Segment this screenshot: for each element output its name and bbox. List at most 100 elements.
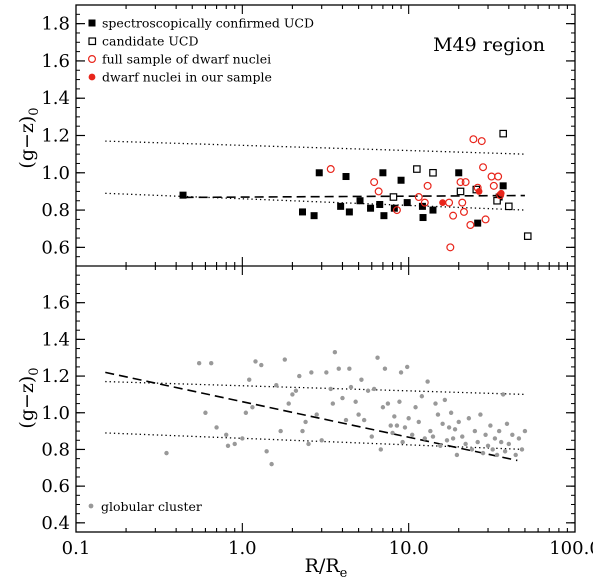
globular-cluster-point xyxy=(466,416,472,421)
globular-cluster-point xyxy=(435,412,441,417)
globular-cluster-point xyxy=(390,430,395,436)
globular-cluster-point xyxy=(488,423,493,428)
bottom-y-tick-label: 1.2 xyxy=(41,366,70,387)
globular-cluster-point xyxy=(519,447,525,452)
legend-marker-our-dwarf-nuclei xyxy=(88,73,96,81)
globular-cluster-point xyxy=(303,419,308,425)
globular-cluster-point xyxy=(314,412,319,417)
globular-cluster-point xyxy=(319,438,324,443)
bottom-dashed-line xyxy=(105,371,518,462)
top-dotted-line xyxy=(105,192,525,211)
globular-cluster-point xyxy=(450,436,456,441)
globular-cluster-point xyxy=(330,401,336,406)
top-y-tick-label: 1.2 xyxy=(41,126,70,147)
globular-cluster-point xyxy=(253,359,258,364)
globular-cluster-point xyxy=(214,425,219,430)
globular-cluster-point xyxy=(516,436,522,441)
globular-cluster-point xyxy=(347,366,352,371)
globular-cluster-point xyxy=(380,405,386,410)
dwarf-nuclei-in-our-sample-point xyxy=(497,189,505,197)
globular-cluster-point xyxy=(502,449,508,454)
bottom-y-tick-label: 0.4 xyxy=(41,513,70,534)
globular-cluster-point xyxy=(293,388,299,393)
full-sample-of-dwarf-nuclei-point xyxy=(477,137,486,146)
spectroscopically-confirmed-ucd-point xyxy=(299,208,307,216)
globular-cluster-point xyxy=(371,386,377,392)
globular-cluster-point xyxy=(433,401,438,406)
globular-cluster-point xyxy=(309,370,314,375)
spectroscopically-confirmed-ucd-point xyxy=(455,169,463,177)
spectroscopically-confirmed-ucd-point xyxy=(315,169,323,177)
globular-cluster-point xyxy=(332,350,338,355)
candidate-ucd-point xyxy=(523,232,532,240)
spectroscopically-confirmed-ucd-point xyxy=(380,212,388,220)
globular-cluster-point xyxy=(297,373,302,379)
spectroscopically-confirmed-ucd-point xyxy=(474,219,482,227)
globular-cluster-point xyxy=(286,401,291,406)
globular-cluster-point xyxy=(388,423,393,428)
bottom-legend: globular cluster xyxy=(88,499,202,514)
top-dotted-line xyxy=(105,140,525,155)
globular-cluster-point xyxy=(483,432,488,437)
globular-cluster-point xyxy=(240,436,245,441)
globular-cluster-point xyxy=(324,370,329,375)
panels-frame xyxy=(75,4,576,533)
globular-cluster-point xyxy=(278,428,283,434)
globular-cluster-point xyxy=(259,362,264,368)
candidate-ucd-point xyxy=(429,168,437,177)
globular-cluster-point xyxy=(282,357,287,362)
full-sample-of-dwarf-nuclei-point xyxy=(489,181,498,190)
bottom-series-globular-cluster xyxy=(164,350,528,467)
globular-cluster-point xyxy=(385,401,391,406)
spectroscopically-confirmed-ucd-point xyxy=(379,169,387,177)
spectroscopically-confirmed-ucd-point xyxy=(356,197,364,205)
legend-marker-globular-cluster xyxy=(88,503,94,509)
globular-cluster-point xyxy=(264,449,269,454)
globular-cluster-point xyxy=(522,428,528,434)
candidate-ucd-point xyxy=(413,165,421,173)
globular-cluster-point xyxy=(394,423,400,428)
globular-cluster-point xyxy=(422,436,427,441)
globular-cluster-point xyxy=(336,366,341,371)
globular-cluster-point xyxy=(454,452,460,458)
globular-cluster-point xyxy=(494,452,500,458)
globular-cluster-point xyxy=(419,394,425,399)
globular-cluster-point xyxy=(480,450,486,456)
top-y-tick-label: 0.6 xyxy=(41,237,70,258)
candidate-ucd-point xyxy=(456,187,465,196)
x-tick-label: 10.0 xyxy=(389,538,429,559)
globular-cluster-point xyxy=(398,370,404,375)
globular-cluster-point xyxy=(425,379,430,384)
legend-label-spectroscopic-ucd: spectroscopically confirmed UCD xyxy=(102,16,314,31)
globular-cluster-point xyxy=(456,419,461,425)
legend-label-candidate-ucd: candidate UCD xyxy=(102,34,198,49)
x-tick-label: 100.0 xyxy=(549,538,593,559)
globular-cluster-point xyxy=(274,383,279,388)
globular-cluster-point xyxy=(469,447,475,452)
globular-cluster-point xyxy=(243,410,249,415)
globular-cluster-point xyxy=(400,439,405,445)
full-sample-of-dwarf-nuclei-point xyxy=(423,181,432,190)
globular-cluster-point xyxy=(446,425,452,430)
globular-cluster-point xyxy=(369,434,374,439)
globular-cluster-point xyxy=(203,410,208,415)
globular-cluster-point xyxy=(382,366,388,371)
spectroscopically-confirmed-ucd-point xyxy=(310,212,318,220)
globular-cluster-point xyxy=(500,392,506,397)
full-sample-of-dwarf-nuclei-point xyxy=(459,207,468,216)
bottom-y-tick-label: 1.0 xyxy=(41,403,70,424)
globular-cluster-point xyxy=(440,421,445,426)
bottom-dotted-line xyxy=(105,432,525,451)
globular-cluster-point xyxy=(485,443,491,448)
legend-label-globular-cluster: globular cluster xyxy=(101,499,202,514)
globular-cluster-point xyxy=(444,438,450,443)
full-sample-of-dwarf-nuclei-point xyxy=(374,187,383,196)
globular-cluster-point xyxy=(506,441,512,447)
globular-cluster-point xyxy=(472,428,478,434)
top-y-tick-label: 0.8 xyxy=(41,200,70,221)
full-sample-of-dwarf-nuclei-point xyxy=(479,163,488,172)
full-sample-of-dwarf-nuclei-point xyxy=(487,172,496,181)
globular-cluster-point xyxy=(406,416,411,421)
globular-cluster-point xyxy=(430,434,436,439)
globular-cluster-point xyxy=(513,452,518,458)
